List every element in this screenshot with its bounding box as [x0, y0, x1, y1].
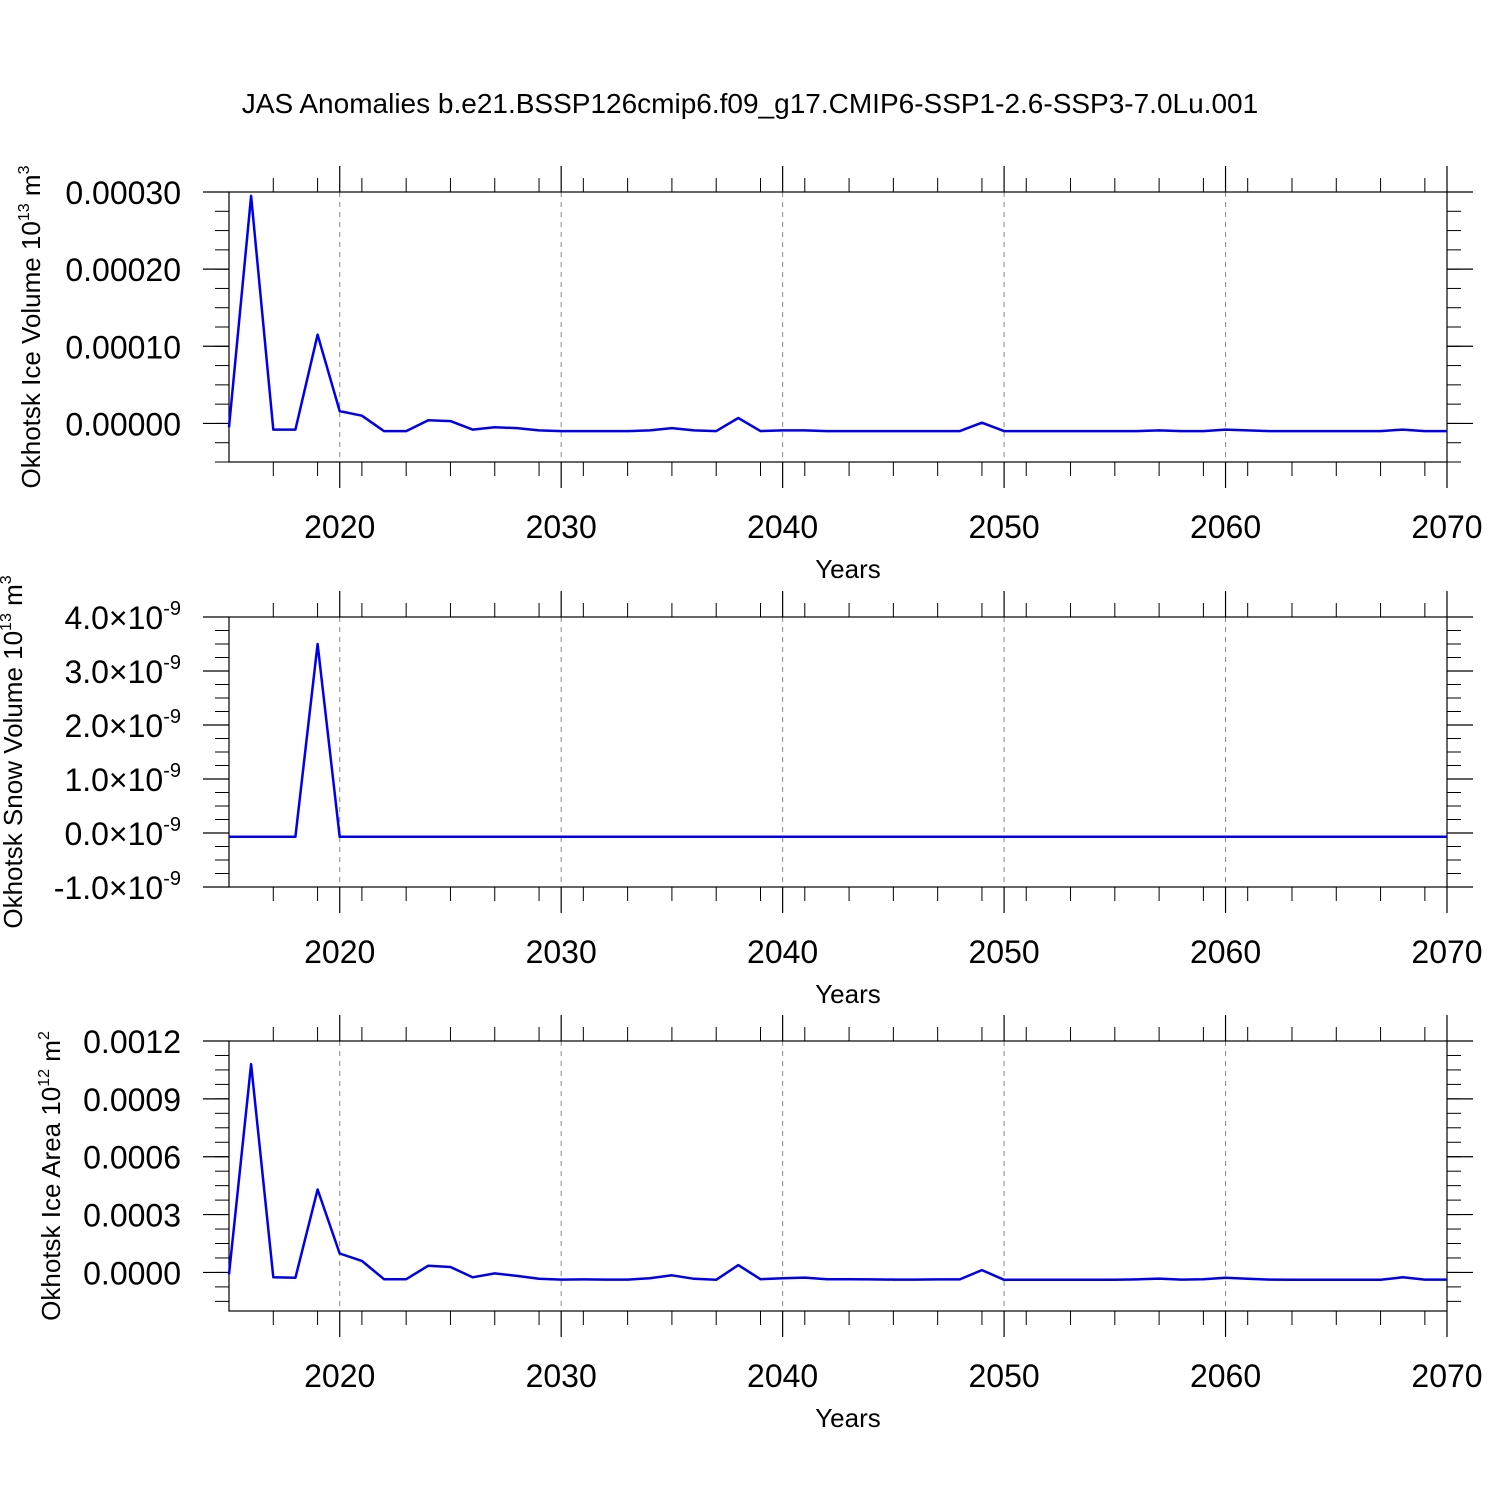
y-tick-label: 0.0012 — [83, 1024, 181, 1060]
chart-panel-3: 2020 2030 2040 2050 2060 2070 Years 0.0000 0.000… — [36, 1015, 1483, 1433]
x-tick-label: 2040 — [747, 1358, 818, 1394]
x-tick-label: 2070 — [1411, 1358, 1482, 1394]
data-line — [227, 1062, 1447, 1282]
y-tick-label: 0.0006 — [83, 1140, 181, 1176]
chart-panel-1: 2020 2030 2040 2050 2060 2070 Years 0.00000 0.00… — [16, 165, 1483, 584]
chart-panel-2: 2020 2030 2040 2050 2060 2070 Years -1.0×10-9 0.… — [0, 575, 1483, 1009]
x-tick-label: 2050 — [968, 934, 1039, 970]
x-axis-label: Years — [815, 554, 881, 584]
x-tick-label: 2070 — [1411, 934, 1482, 970]
x-tick-label: 2050 — [968, 1358, 1039, 1394]
y-tick-label: 0.00030 — [65, 175, 181, 211]
y-tick-label: 0.00000 — [65, 406, 181, 442]
x-tick-label: 2030 — [526, 509, 597, 545]
y-axis-label: Okhotsk Ice Volume 1013 m3 — [16, 165, 46, 488]
y-tick-label: 0.0009 — [83, 1082, 181, 1118]
data-line — [227, 194, 1447, 433]
y-tick-label: 0.0003 — [83, 1198, 181, 1234]
x-tick-label: 2030 — [526, 1358, 597, 1394]
x-axis-label: Years — [815, 979, 881, 1009]
plot-frame — [228, 191, 1448, 463]
y-tick-label: 2.0×10-9 — [64, 706, 181, 744]
x-tick-label: 2020 — [304, 509, 375, 545]
plot-frame — [228, 616, 1448, 888]
y-tick-label: 1.0×10-9 — [64, 760, 181, 798]
data-line — [229, 642, 1447, 839]
x-tick-label: 2060 — [1190, 934, 1261, 970]
x-tick-label: 2040 — [747, 509, 818, 545]
x-tick-label: 2070 — [1411, 509, 1482, 545]
x-tick-label: 2020 — [304, 934, 375, 970]
y-tick-label: 0.0×10-9 — [64, 814, 181, 852]
x-tick-label: 2020 — [304, 1358, 375, 1394]
y-tick-label: 0.00010 — [65, 329, 181, 365]
plot-frame — [228, 1040, 1448, 1312]
x-tick-label: 2060 — [1190, 509, 1261, 545]
page-title: JAS Anomalies b.e21.BSSP126cmip6.f09_g17… — [241, 88, 1259, 119]
y-axis-label: Okhotsk Snow Volume 1013 m3 — [0, 575, 28, 928]
y-tick-label: 3.0×10-9 — [64, 652, 181, 690]
y-tick-label: 0.00020 — [65, 252, 181, 288]
x-axis-label: Years — [815, 1403, 881, 1433]
y-tick-label: 0.0000 — [83, 1255, 181, 1291]
x-tick-label: 2060 — [1190, 1358, 1261, 1394]
y-axis-label: Okhotsk Ice Area 1012 m2 — [36, 1031, 66, 1321]
y-tick-label: 4.0×10-9 — [64, 598, 181, 636]
x-tick-label: 2030 — [526, 934, 597, 970]
y-tick-label: -1.0×10-9 — [54, 868, 181, 906]
x-tick-label: 2050 — [968, 509, 1039, 545]
x-tick-label: 2040 — [747, 934, 818, 970]
